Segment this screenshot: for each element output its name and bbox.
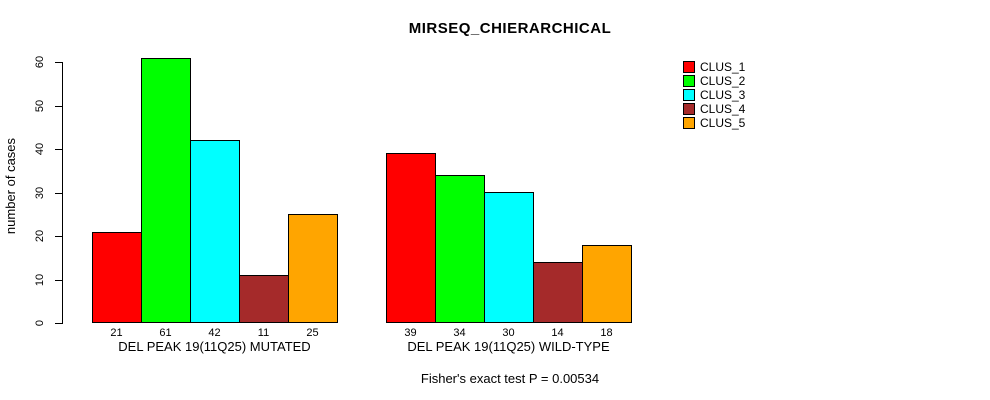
legend-item: CLUS_3 — [683, 88, 745, 102]
legend-swatch — [683, 89, 695, 101]
bar-value-label: 34 — [453, 327, 466, 339]
bar-clus_4 — [239, 275, 289, 323]
legend-label: CLUS_1 — [700, 60, 746, 74]
y-axis-tick — [55, 280, 62, 281]
bar-value-label: 11 — [257, 327, 270, 339]
bar-clus_1 — [386, 153, 436, 323]
legend-swatch — [683, 103, 695, 115]
legend-swatch — [683, 75, 695, 87]
chart-title: MIRSEQ_CHIERARCHICAL — [408, 20, 612, 37]
y-axis-tick-label: 0 — [34, 319, 46, 327]
y-axis-tick-label: 60 — [34, 55, 46, 69]
bar-clus_2 — [141, 58, 191, 323]
bar-clus_3 — [190, 140, 240, 323]
y-axis-tick — [55, 62, 62, 63]
legend-item: CLUS_4 — [683, 102, 745, 116]
y-axis-tick-label: 10 — [34, 273, 46, 287]
legend-item: CLUS_5 — [683, 116, 745, 130]
legend-label: CLUS_5 — [700, 116, 746, 130]
bar-value-label: 61 — [159, 327, 172, 339]
legend-label: CLUS_2 — [700, 74, 746, 88]
y-axis-label: number of cases — [3, 137, 18, 235]
bar-clus_3 — [484, 192, 534, 323]
legend-label: CLUS_4 — [700, 102, 746, 116]
legend-swatch — [683, 117, 695, 129]
bar-value-label: 42 — [208, 327, 221, 339]
y-axis-tick — [55, 106, 62, 107]
bar-clus_1 — [92, 232, 142, 323]
legend-label: CLUS_3 — [700, 88, 746, 102]
fisher-test-note: Fisher's exact test P = 0.00534 — [420, 371, 600, 386]
bar-clus_2 — [435, 175, 485, 323]
y-axis-tick-label: 20 — [34, 229, 46, 243]
y-axis-tick — [55, 236, 62, 237]
bar-value-label: 18 — [600, 327, 613, 339]
y-axis-tick-label: 50 — [34, 99, 46, 113]
bar-clus_5 — [582, 245, 632, 323]
y-axis-tick-label: 30 — [34, 186, 46, 200]
legend: CLUS_1 CLUS_2 CLUS_3 CLUS_4 CLUS_5 — [683, 60, 745, 130]
y-axis-line — [62, 62, 63, 324]
legend-swatch — [683, 61, 695, 73]
x-axis-group-label: DEL PEAK 19(11Q25) WILD-TYPE — [407, 339, 610, 354]
bar-value-label: 39 — [404, 327, 417, 339]
y-axis-tick — [55, 323, 62, 324]
y-axis-tick — [55, 149, 62, 150]
bar-value-label: 25 — [306, 327, 319, 339]
legend-item: CLUS_2 — [683, 74, 745, 88]
x-axis-group-label: DEL PEAK 19(11Q25) MUTATED — [118, 339, 311, 354]
bar-value-label: 30 — [502, 327, 515, 339]
bar-clus_4 — [533, 262, 583, 323]
bar-value-label: 14 — [551, 327, 564, 339]
bar-clus_5 — [288, 214, 338, 323]
bar-value-label: 21 — [110, 327, 123, 339]
legend-item: CLUS_1 — [683, 60, 745, 74]
y-axis-tick-label: 40 — [34, 142, 46, 156]
y-axis-tick — [55, 193, 62, 194]
